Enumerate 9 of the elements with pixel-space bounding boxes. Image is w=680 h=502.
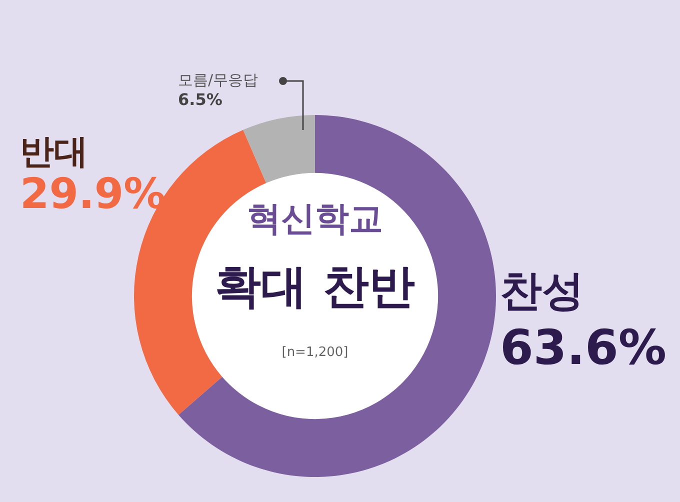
slice-label: 모름/무응답 [178,71,258,89]
data-label: 63.6% [500,320,667,376]
text: [n=1,200] [282,345,348,360]
data-label: 6.5% [178,90,224,108]
text: 확대 찬반 [214,258,416,315]
text: 혁신학교 [247,198,383,241]
data-label: 29.9% [20,169,166,218]
slice-label: 찬성 [500,266,585,315]
slice-label: 반대 [20,132,89,172]
